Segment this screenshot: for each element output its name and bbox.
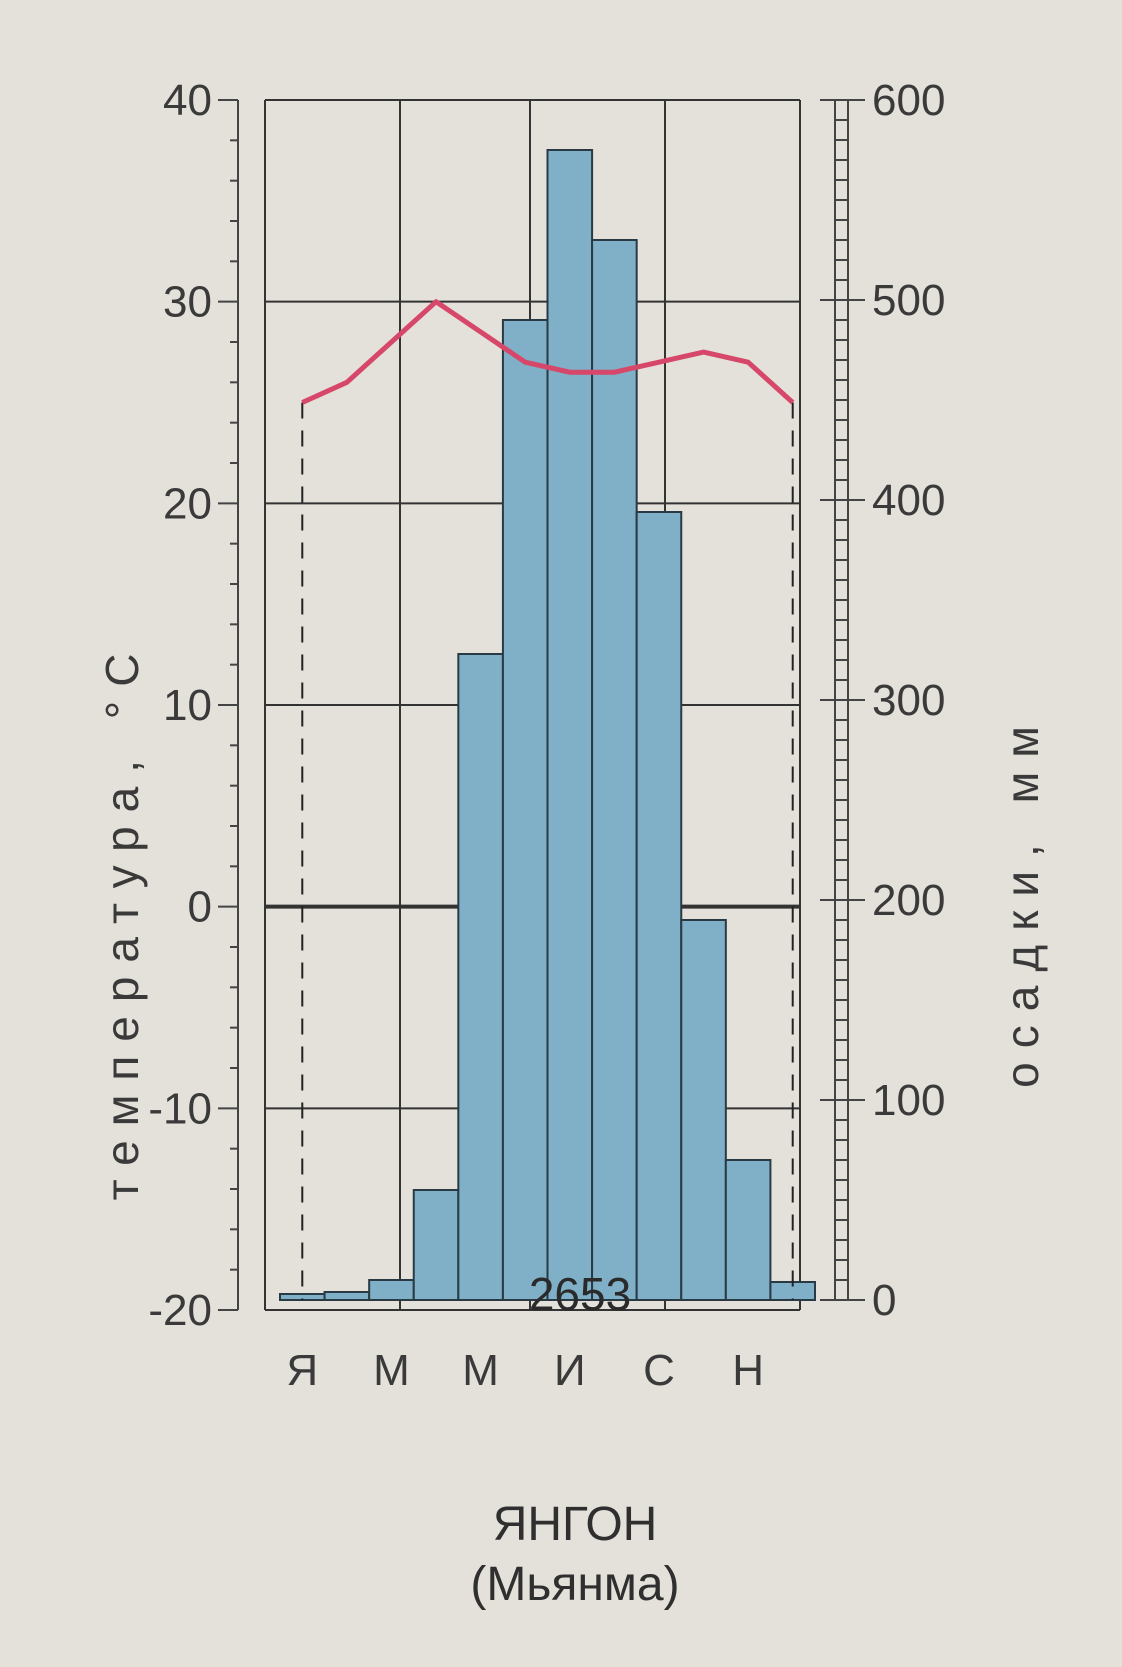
precipitation-bar <box>323 1291 371 1301</box>
chart-title: ЯНГОН <box>493 1498 658 1551</box>
axes <box>218 99 865 1311</box>
temperature-line-group <box>301 299 795 405</box>
right-tick-label: 400 <box>872 476 945 525</box>
chart-subtitle: (Мьянма) <box>470 1558 679 1611</box>
precipitation-bar <box>501 319 549 1301</box>
left-tick-label: 10 <box>163 681 212 730</box>
precipitation-bar <box>680 919 727 1301</box>
left-tick-label: 20 <box>163 479 212 528</box>
precipitation-bar <box>546 149 594 1301</box>
right-tick-label: 600 <box>872 76 945 125</box>
total-precipitation-label: 2653 <box>529 1268 631 1320</box>
precipitation-bar <box>368 1279 415 1301</box>
left-axis-label: температура, °C <box>96 640 148 1201</box>
month-label: М <box>462 1346 499 1395</box>
precipitation-bar <box>635 511 683 1301</box>
left-tick-label: -10 <box>148 1084 212 1133</box>
month-label: Я <box>286 1346 318 1395</box>
right-tick-label: 500 <box>872 276 945 325</box>
left-tick-label: 30 <box>163 278 212 327</box>
left-tick-label: -20 <box>148 1286 212 1335</box>
precipitation-bar <box>591 239 638 1301</box>
precipitation-bar <box>457 653 504 1301</box>
right-tick-label: 100 <box>872 1076 945 1125</box>
precipitation-bar <box>724 1159 772 1301</box>
temperature-line <box>301 299 795 405</box>
right-tick-label: 300 <box>872 676 945 725</box>
month-label: Н <box>732 1346 764 1395</box>
month-label: М <box>373 1346 410 1395</box>
left-tick-label: 40 <box>163 76 212 125</box>
month-label: С <box>643 1346 675 1395</box>
precipitation-bar <box>412 1189 460 1301</box>
precipitation-bars <box>279 149 817 1301</box>
temperature-drop-lines <box>301 402 794 1300</box>
right-axis-label: осадки, мм <box>996 712 1048 1088</box>
left-tick-label: 0 <box>188 883 212 932</box>
right-tick-label: 0 <box>872 1276 896 1325</box>
month-label: И <box>554 1346 586 1395</box>
right-tick-label: 200 <box>872 876 945 925</box>
